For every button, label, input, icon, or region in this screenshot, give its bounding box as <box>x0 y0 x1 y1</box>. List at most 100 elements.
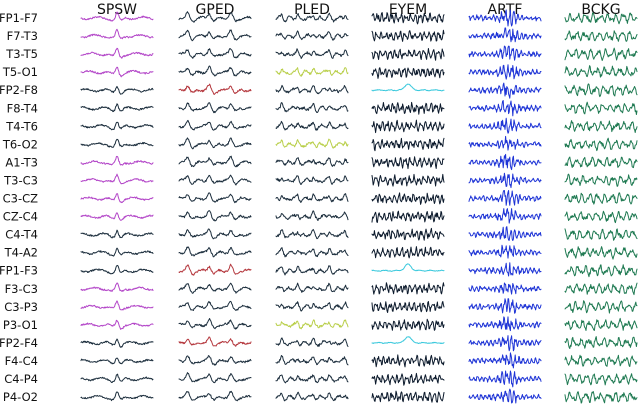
trace-spsw-t3-c3 <box>80 173 154 185</box>
trace-pled-fp1-f7 <box>275 12 349 23</box>
channel-label-c3-cz: C3-CZ <box>3 192 39 206</box>
trace-gped-p3-o1 <box>178 318 252 330</box>
trace-bckg-f3-c3 <box>564 282 638 296</box>
channel-label-c4-p4: C4-P4 <box>4 372 38 386</box>
trace-eyem-t5-o1 <box>371 67 445 79</box>
trace-spsw-t3-t5 <box>80 47 154 59</box>
trace-eyem-fp2-f8 <box>371 83 445 92</box>
trace-pled-f7-t3 <box>275 30 349 41</box>
trace-artf-t4-a2 <box>468 244 542 259</box>
trace-spsw-a1-t3 <box>80 155 154 166</box>
trace-gped-fp2-f4 <box>178 336 252 347</box>
column-header-artf: ARTF <box>488 2 523 18</box>
column-header-bckg: BCKG <box>581 2 620 18</box>
channel-label-t3-c3: T3-C3 <box>3 173 38 187</box>
trace-spsw-t4-a2 <box>80 247 154 257</box>
channel-label-f7-t3: F7-T3 <box>7 29 38 43</box>
trace-spsw-cz-c4 <box>80 212 154 221</box>
channel-label-a1-t3: A1-T3 <box>5 155 38 169</box>
trace-artf-f8-t4 <box>468 100 542 117</box>
channel-label-f4-c4: F4-C4 <box>5 354 38 368</box>
trace-pled-fp1-f3 <box>275 265 349 276</box>
trace-pled-f3-c3 <box>275 282 349 293</box>
trace-artf-a1-t3 <box>468 153 542 171</box>
trace-spsw-c3-p3 <box>80 300 154 311</box>
channel-label-f3-c3: F3-C3 <box>5 282 38 296</box>
trace-gped-fp1-f7 <box>178 11 252 23</box>
trace-gped-f4-c4 <box>178 355 252 366</box>
trace-eyem-c3-p3 <box>371 301 445 313</box>
trace-bckg-p4-o2 <box>564 391 638 404</box>
trace-gped-c4-t4 <box>178 228 252 240</box>
trace-artf-cz-c4 <box>468 208 542 224</box>
trace-artf-c4-p4 <box>468 370 542 388</box>
trace-spsw-t4-t6 <box>80 121 154 131</box>
trace-gped-c3-cz <box>178 192 252 204</box>
trace-bckg-fp1-f3 <box>564 264 638 278</box>
trace-eyem-f8-t4 <box>371 101 445 115</box>
trace-artf-f4-c4 <box>468 352 542 369</box>
trace-gped-c3-p3 <box>178 300 252 311</box>
trace-gped-t3-c3 <box>178 174 252 186</box>
trace-artf-t3-t5 <box>468 45 542 61</box>
channel-label-p3-o1: P3-O1 <box>3 318 38 332</box>
trace-eyem-t6-o2 <box>371 137 445 152</box>
trace-bckg-t4-a2 <box>564 246 638 260</box>
trace-spsw-p4-o2 <box>80 391 154 402</box>
trace-artf-fp2-f8 <box>468 82 542 99</box>
channel-label-c3-p3: C3-P3 <box>4 300 38 314</box>
trace-pled-f4-c4 <box>275 355 349 366</box>
trace-artf-t5-o1 <box>468 64 542 80</box>
trace-bckg-c4-t4 <box>564 228 638 241</box>
trace-pled-t3-c3 <box>275 175 349 185</box>
trace-eyem-c4-t4 <box>371 227 445 241</box>
trace-pled-t6-o2 <box>275 138 349 149</box>
channel-label-t5-o1: T5-O1 <box>2 65 38 79</box>
trace-eyem-fp1-f3 <box>371 263 445 272</box>
trace-gped-c4-p4 <box>178 372 252 384</box>
column-header-spsw: SPSW <box>97 2 137 18</box>
channel-label-c4-t4: C4-T4 <box>5 228 38 242</box>
channel-label-cz-c4: CZ-C4 <box>3 210 38 224</box>
trace-pled-t4-t6 <box>275 120 349 131</box>
trace-artf-fp2-f4 <box>468 335 542 352</box>
trace-spsw-fp2-f4 <box>80 338 154 348</box>
trace-spsw-t6-o2 <box>80 138 154 148</box>
trace-pled-fp2-f4 <box>275 337 349 347</box>
trace-pled-fp2-f8 <box>275 84 349 95</box>
trace-bckg-t6-o2 <box>564 137 638 152</box>
trace-bckg-p3-o1 <box>564 317 638 331</box>
channel-label-fp1-f3: FP1-F3 <box>0 264 38 278</box>
channel-label-p4-o2: P4-O2 <box>3 390 38 404</box>
trace-gped-t4-t6 <box>178 119 252 131</box>
column-header-gped: GPED <box>196 2 235 18</box>
trace-bckg-c3-p3 <box>564 300 638 314</box>
trace-bckg-fp1-f7 <box>564 12 638 25</box>
channel-label-fp2-f8: FP2-F8 <box>0 83 38 97</box>
column-header-eyem: EYEM <box>389 2 427 18</box>
trace-spsw-c4-t4 <box>80 229 154 239</box>
trace-spsw-fp1-f7 <box>80 11 154 22</box>
trace-spsw-fp1-f3 <box>80 264 154 275</box>
trace-artf-t3-c3 <box>468 172 542 189</box>
trace-eyem-f3-c3 <box>371 282 445 295</box>
trace-pled-t5-o1 <box>275 67 349 77</box>
trace-bckg-t3-c3 <box>564 173 638 187</box>
channel-label-f8-t4: F8-T4 <box>7 101 38 115</box>
trace-artf-t6-o2 <box>468 135 542 151</box>
trace-bckg-t5-o1 <box>564 65 638 78</box>
trace-eyem-p3-o1 <box>371 318 445 331</box>
trace-pled-t3-t5 <box>275 48 349 59</box>
channel-label-fp1-f7: FP1-F7 <box>0 11 38 25</box>
trace-gped-cz-c4 <box>178 210 252 222</box>
trace-pled-p4-o2 <box>275 391 349 402</box>
trace-eyem-p4-o2 <box>371 390 445 403</box>
trace-pled-f8-t4 <box>275 102 349 113</box>
trace-bckg-f7-t3 <box>564 30 638 42</box>
trace-gped-f7-t3 <box>178 29 252 42</box>
trace-spsw-f8-t4 <box>80 103 154 113</box>
trace-eyem-fp2-f4 <box>371 336 445 344</box>
trace-pled-c3-p3 <box>275 301 349 312</box>
trace-artf-c4-t4 <box>468 226 542 241</box>
